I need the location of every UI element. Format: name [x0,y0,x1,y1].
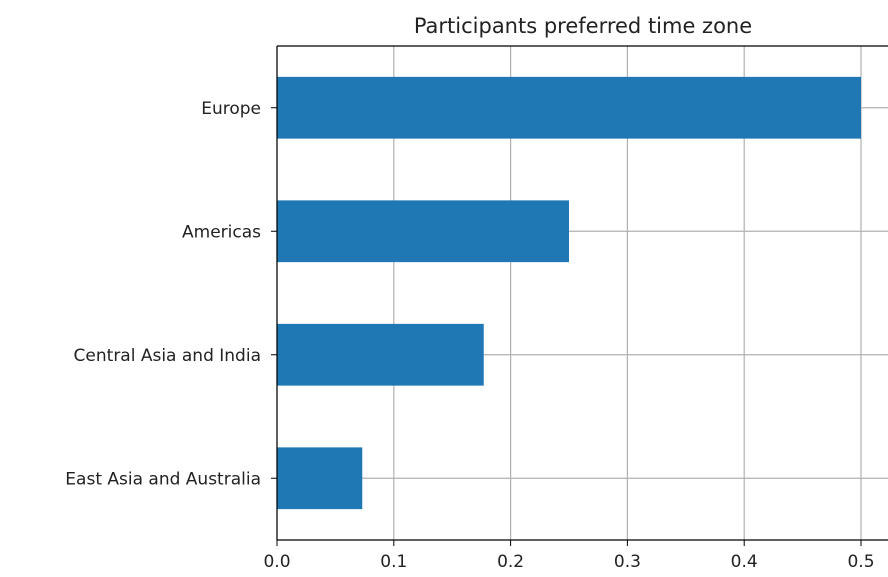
x-tick-label: 0.1 [380,552,407,572]
chart-title: Participants preferred time zone [414,14,752,38]
x-tick-label: 0.2 [497,552,524,572]
x-tick-label: 0.5 [847,552,874,572]
bar-east-asia-and-australia [277,447,363,510]
bars-layer [277,76,861,510]
axis-layer: 0.0 0.1 0.2 0.3 0.4 0.5 Europe Americas Central … [65,45,888,572]
x-tick-label: 0.4 [731,552,758,572]
x-tick-label: 0.0 [263,552,290,572]
bar-central-asia-and-india [277,323,484,386]
y-tick-label: Americas [182,222,261,242]
y-tick-label: East Asia and Australia [65,469,261,489]
bar-europe [277,76,861,139]
y-tick-label: Europe [201,99,261,119]
bar-americas [277,200,569,263]
x-tick-label: 0.3 [614,552,641,572]
y-tick-label: Central Asia and India [74,346,261,366]
